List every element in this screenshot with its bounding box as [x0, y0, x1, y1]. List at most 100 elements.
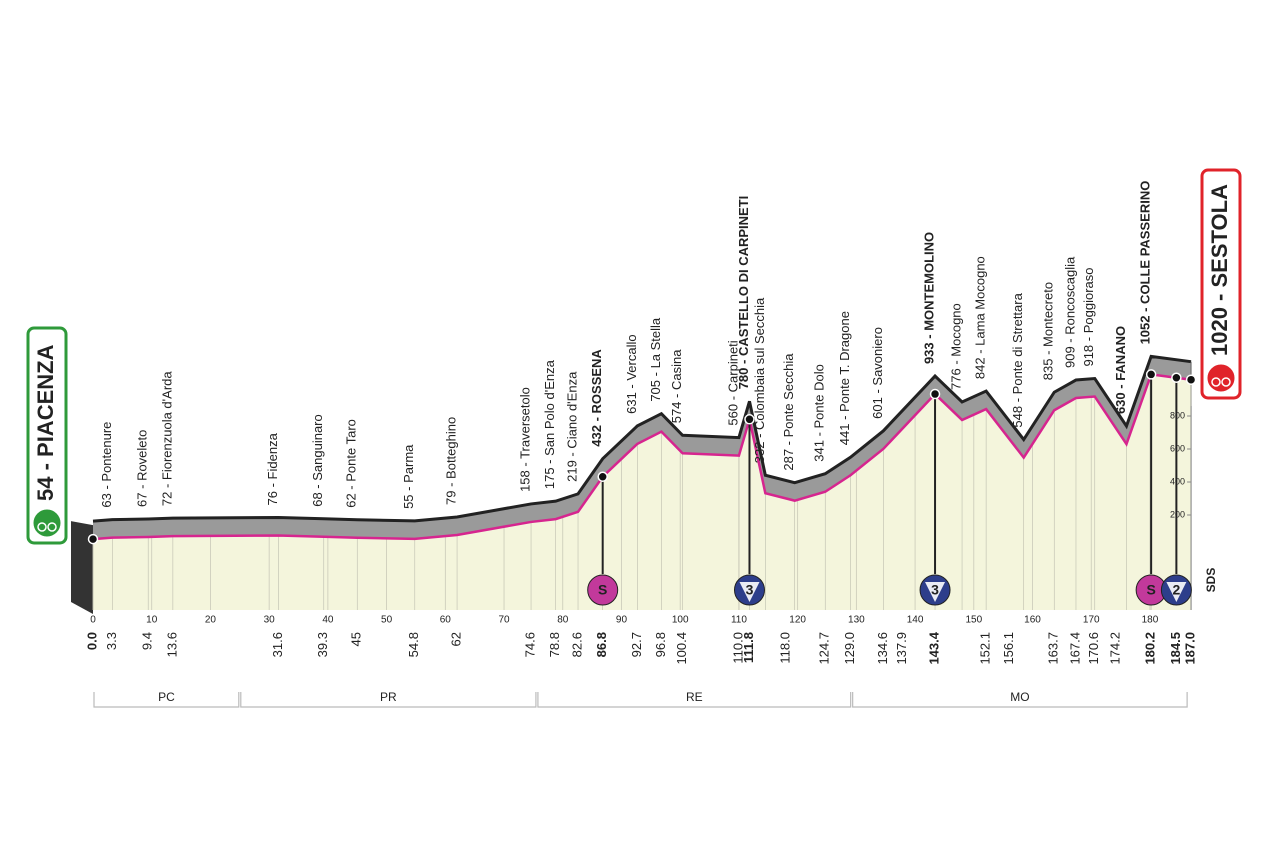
region-label: PR: [380, 690, 397, 704]
distance-label: 3.3: [104, 632, 119, 650]
distance-label: 174.2: [1107, 632, 1122, 665]
finish-wheel: [1221, 377, 1231, 387]
endpoint-dot: [1185, 374, 1197, 385]
x-tick-label: 170: [1083, 615, 1100, 626]
start-icon: [32, 508, 62, 538]
waypoint-label: 842 - Lama Mocogno: [973, 256, 988, 379]
distance-label: 180.2: [1143, 632, 1158, 665]
waypoint-label: 432 - ROSSENA: [589, 349, 604, 447]
distance-label: 45: [349, 632, 364, 646]
waypoint-label: 574 - Casina: [669, 349, 684, 423]
x-tick-label: 140: [907, 615, 924, 626]
distance-label: 156.1: [1001, 632, 1016, 665]
distance-label: 118.0: [777, 632, 792, 664]
distance-label: 96.8: [653, 632, 668, 657]
marker-label: 3: [746, 582, 754, 598]
x-tick-label: 40: [322, 615, 334, 626]
distance-label: 9.4: [140, 632, 155, 650]
waypoint-label: 219 - Ciano d'Enza: [564, 371, 579, 482]
region-label: PC: [158, 690, 175, 704]
profile-top: [93, 356, 1192, 540]
kom-triangle: [739, 582, 760, 602]
distance-label: 167.4: [1067, 632, 1082, 665]
start-block: [71, 521, 93, 614]
distance-label: 187.0: [1183, 632, 1198, 665]
endpoint-dot: [87, 533, 99, 545]
x-tick-label: 50: [381, 615, 393, 626]
waypoint-label: 1052 - COLLE PASSERINO: [1138, 181, 1153, 345]
waypoint-label: 287 - Ponte Secchia: [781, 353, 796, 471]
distance-label: 86.8: [594, 632, 609, 657]
waypoint-label: 909 - Roncoscaglia: [1062, 256, 1077, 368]
distance-label: 184.5: [1168, 632, 1183, 665]
marker-label: 3: [931, 582, 939, 598]
marker-label: 2: [1172, 582, 1180, 598]
profile-area: [93, 374, 1192, 610]
waypoint-label: 175 - San Polo d'Enza: [542, 359, 557, 489]
logo: SDS: [1204, 568, 1218, 593]
waypoint-label: 441 - Ponte T. Dragone: [837, 311, 852, 445]
finish-box: [1200, 168, 1242, 400]
distance-label: 170.6: [1086, 632, 1101, 665]
distance-label: 137.9: [894, 632, 909, 665]
distance-label: 54.8: [406, 632, 421, 657]
distance-label: 39.3: [315, 632, 330, 657]
start-box: [26, 326, 68, 545]
distance-label: 124.7: [817, 632, 832, 665]
waypoint-label: 631 - Vercallo: [624, 334, 639, 414]
profile-ridge: [92, 354, 1192, 523]
waypoint-label: 776 - Mocogno: [948, 303, 963, 390]
waypoint-label: 68 - Sanguinaro: [310, 414, 325, 507]
waypoint-label: 933 - MONTEMOLINO: [921, 232, 936, 364]
start-wheel: [37, 522, 47, 532]
region-bracket: [93, 692, 240, 708]
distance-label: 143.4: [926, 631, 941, 664]
start-wheel: [47, 522, 57, 532]
distance-label: 82.6: [569, 632, 584, 657]
marker-dot: [1145, 369, 1157, 380]
x-tick-label: 180: [1142, 615, 1159, 626]
distance-label: 0.0: [84, 632, 99, 650]
kom-triangle: [1166, 582, 1187, 602]
x-tick-label: 60: [440, 615, 452, 626]
marker-dot: [597, 471, 608, 482]
region-label: MO: [1010, 690, 1029, 704]
y-tick-label: 200: [1170, 509, 1185, 519]
finish-wheel: [1211, 377, 1221, 387]
y-tick-label: 400: [1170, 476, 1185, 486]
distance-label: 92.7: [629, 632, 644, 657]
region-bracket: [852, 692, 1188, 708]
finish-label: 1020 - SESTOLA: [1207, 184, 1232, 356]
x-tick-label: 80: [557, 615, 569, 626]
waypoint-label: 341 - Ponte Dolo: [812, 364, 827, 462]
start-label: 54 - PIACENZA: [33, 344, 58, 501]
x-tick-label: 150: [965, 615, 982, 626]
waypoint-label: 560 - Carpineti: [725, 340, 740, 425]
waypoint-label: 62 - Ponte Taro: [344, 419, 359, 508]
distance-label: 100.4: [674, 632, 689, 665]
x-tick-label: 0: [90, 615, 96, 626]
x-tick-label: 110: [731, 615, 747, 626]
profile-line: [92, 373, 1192, 541]
waypoint-label: 158 - Traversetolo: [517, 387, 532, 492]
waypoint-label: 548 - Ponte di Strettara: [1010, 292, 1025, 427]
x-tick-label: 30: [264, 615, 276, 626]
finish-icon: [1206, 363, 1236, 393]
x-tick-label: 130: [848, 615, 865, 626]
x-tick-label: 120: [789, 615, 806, 626]
region-bracket: [537, 692, 852, 708]
waypoint-label: 780 - CASTELLO DI CARPINETI: [736, 196, 751, 390]
waypoint-label: 79 - Botteghino: [444, 417, 459, 505]
marker-dot: [744, 414, 755, 425]
marker-dot: [929, 388, 941, 400]
x-tick-label: 70: [498, 615, 510, 626]
distance-label: 111.8: [741, 632, 756, 663]
x-tick-label: 100: [672, 615, 689, 626]
y-tick-label: 600: [1170, 443, 1185, 453]
distance-label: 110.0: [730, 632, 745, 664]
distance-label: 163.7: [1046, 632, 1061, 665]
waypoint-label: 72 - Fiorenzuola d'Arda: [159, 371, 174, 506]
waypoint-label: 630 - FANANO: [1113, 326, 1128, 414]
region-bracket: [240, 692, 537, 708]
